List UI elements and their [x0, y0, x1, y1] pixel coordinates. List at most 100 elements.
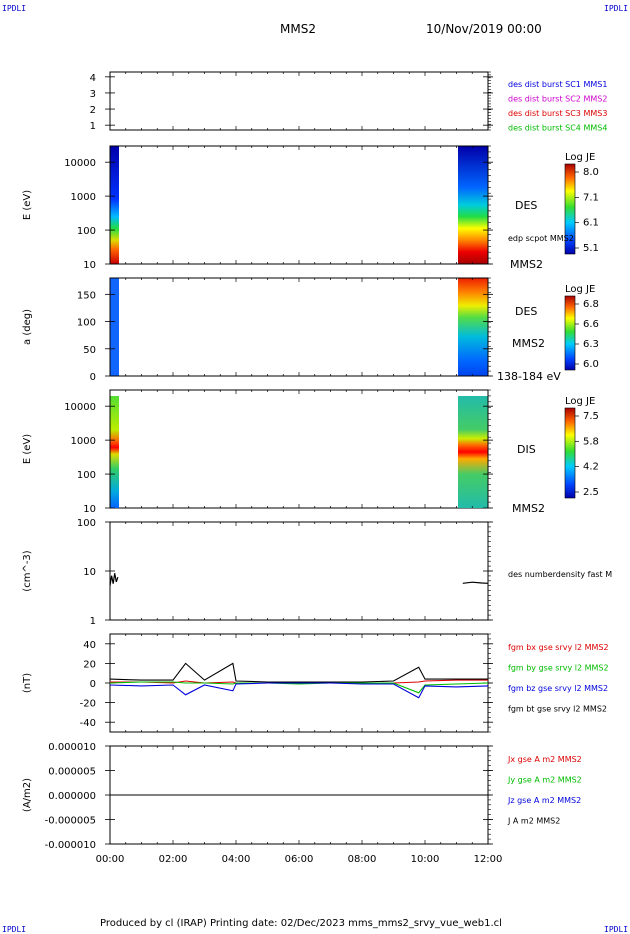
y-tick-label: -0.000010	[45, 840, 96, 851]
colorbar-tick-label: 6.8	[583, 299, 599, 310]
des-pitch-spectrogram-right	[458, 278, 488, 376]
series-line	[109, 662, 488, 683]
colorbar-tick-label: 6.6	[583, 319, 599, 330]
y-tick-label: 100	[77, 518, 96, 529]
y-tick-label: 0	[90, 372, 96, 383]
y-tick-label: -0.000005	[45, 816, 96, 827]
series-line	[109, 681, 489, 694]
date-title: 10/Nov/2019 00:00	[426, 22, 542, 36]
colorbar-title: Log JE	[565, 152, 595, 163]
series-line	[109, 573, 119, 586]
colorbar-tick-label: 4.2	[583, 462, 599, 473]
panel-right-label: 138-184 eV	[497, 370, 561, 383]
colorbar-tick-label: 6.1	[583, 218, 599, 229]
footer-text: Produced by cl (IRAP) Printing date: 02/…	[100, 918, 502, 929]
y-tick-label: 4	[90, 73, 96, 84]
panel-frame-dis-energy	[109, 389, 489, 509]
panel-right-label: DIS	[517, 443, 536, 456]
y-axis-label: E (eV)	[22, 190, 33, 220]
series-legend: fgm bx gse srvy l2 MMS2	[508, 643, 609, 652]
panel-right-label: DES	[515, 305, 537, 318]
corner-label-top-right: IPDLI	[604, 4, 629, 13]
y-tick-label: 0.000010	[48, 742, 96, 753]
y-tick-label: -40	[80, 718, 96, 729]
des-energy-spectrogram-right	[458, 146, 488, 264]
corner-label-bottom-right: IPDLI	[604, 925, 629, 934]
colorbar-title: Log JE	[565, 284, 595, 295]
legend-entry: des dist burst SC3 MMS3	[508, 109, 607, 118]
y-tick-label: 3	[90, 89, 96, 100]
series-legend: Jx gse A m2 MMS2	[507, 755, 582, 764]
colorbar-tick-label: 7.5	[583, 411, 599, 422]
dis-energy-spectrogram-right	[458, 396, 488, 508]
dynamic-marks: 00:00 02:00 04:00 06:00 08:00 10:00 12:00 1 2 3 4 d…	[22, 71, 612, 865]
panel-frame-des-energy	[109, 145, 489, 265]
colorbar-dis-energy	[564, 407, 576, 499]
panel-right-label: MMS2	[512, 337, 545, 350]
y-tick-label: 20	[83, 659, 96, 670]
colorbar-tick-label: 2.5	[583, 487, 599, 498]
series-legend: Jy gse A m2 MMS2	[507, 776, 582, 785]
legend-entry: des dist burst SC2 MMS2	[508, 95, 607, 104]
y-axis-label: (nT)	[22, 673, 33, 693]
y-tick-label: 2	[90, 105, 96, 116]
y-tick-label: 1000	[71, 192, 96, 203]
spacecraft-title: MMS2	[280, 22, 316, 36]
y-tick-label: -20	[80, 699, 96, 710]
y-tick-label: 10000	[64, 158, 96, 169]
y-tick-label: 1	[90, 121, 96, 132]
colorbar-tick-label: 8.0	[583, 167, 599, 178]
y-tick-label: 50	[83, 345, 96, 356]
series-legend: fgm bz gse srvy l2 MMS2	[508, 684, 608, 693]
x-tick-label: 12:00	[474, 854, 503, 865]
panel-frame-des-pitch	[109, 277, 489, 377]
y-tick-label: 0.000000	[48, 791, 96, 802]
y-tick-label: 150	[77, 290, 96, 301]
des-pitch-spectrogram-left	[110, 278, 119, 376]
panel-frame-density	[109, 521, 489, 621]
series-legend: J A m2 MMS2	[507, 817, 560, 826]
y-tick-label: 10	[83, 504, 96, 515]
x-tick-label: 06:00	[285, 854, 314, 865]
colorbar-tick-label: 6.3	[583, 339, 599, 350]
panel-right-label: MMS2	[510, 258, 543, 271]
colorbar-des-pitch	[564, 295, 576, 371]
series-line	[462, 581, 489, 584]
panel-right-label: MMS2	[512, 502, 545, 515]
colorbar-tick-label: 5.1	[583, 243, 599, 254]
y-tick-label: 100	[77, 318, 96, 329]
legend-entry: des dist burst SC4 MMS4	[508, 124, 607, 133]
panel-right-label: DES	[515, 199, 537, 212]
y-tick-label: 100	[77, 470, 96, 481]
y-tick-label: 0.000005	[48, 767, 96, 778]
y-tick-label: 10	[83, 260, 96, 271]
dis-energy-spectrogram-left	[110, 396, 119, 508]
series-legend: fgm by gse srvy l2 MMS2	[508, 664, 609, 673]
y-tick-label: 10	[83, 567, 96, 578]
series-legend: Jz gse A m2 MMS2	[507, 796, 581, 805]
colorbar-des-energy	[564, 163, 576, 255]
panel-frame-burst	[109, 71, 489, 131]
series-legend: des numberdensity fast M	[508, 570, 612, 579]
y-tick-label: 10000	[64, 402, 96, 413]
legend-entry: des dist burst SC1 MMS1	[508, 80, 607, 89]
panel-right-label: edp scpot MMS2	[508, 234, 574, 243]
corner-label-top-left: IPDLI	[2, 4, 27, 13]
colorbar-title: Log JE	[565, 396, 595, 407]
series-legend: fgm bt gse srvy l2 MMS2	[508, 705, 607, 714]
summary-plot: 00:00 02:00 04:00 06:00 08:00 10:00 12:00 1 2 3 4 d…	[22, 71, 612, 865]
y-axis-label: a (deg)	[22, 309, 33, 345]
x-tick-label: 00:00	[96, 854, 125, 865]
x-tick-label: 10:00	[411, 854, 440, 865]
colorbar-tick-label: 6.0	[583, 359, 599, 370]
y-tick-label: 40	[83, 640, 96, 651]
x-tick-label: 04:00	[222, 854, 251, 865]
series-line	[109, 682, 489, 699]
des-energy-spectrogram-left	[110, 146, 119, 264]
y-tick-label: 0	[90, 679, 96, 690]
y-axis-label: (A/m2)	[22, 778, 33, 812]
x-tick-label: 08:00	[348, 854, 377, 865]
corner-label-bottom-left: IPDLI	[2, 925, 27, 934]
y-axis-label: (cm^-3)	[22, 550, 33, 591]
y-tick-label: 1	[90, 616, 96, 627]
